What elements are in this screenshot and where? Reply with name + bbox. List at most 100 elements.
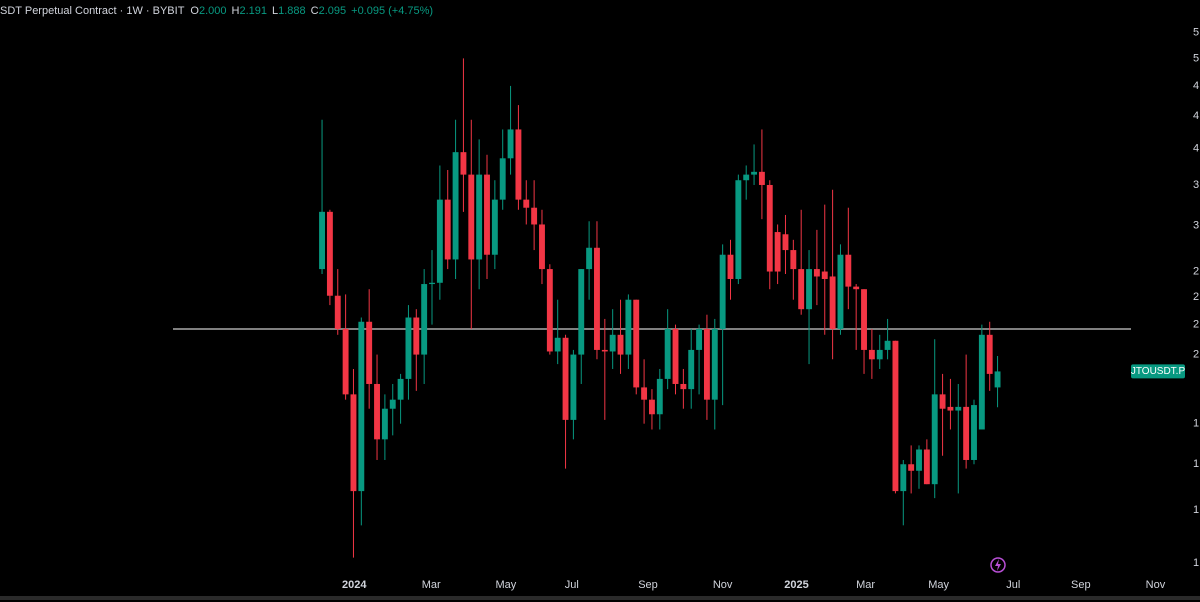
candle-body (586, 247, 593, 270)
candle-body (334, 295, 341, 329)
candle-body (703, 328, 710, 400)
candle-body (452, 152, 459, 260)
candle-body (986, 334, 993, 374)
candle-body (735, 180, 742, 279)
x-tick-label: Jul (565, 579, 579, 591)
candle-body (971, 405, 977, 460)
y-tick-label: 2 (1193, 319, 1199, 331)
candle-body (617, 334, 624, 355)
candle-body (319, 211, 325, 270)
candle-body (727, 254, 734, 279)
candle-body (578, 269, 585, 355)
candle-body (876, 349, 883, 360)
candle-body (358, 321, 365, 492)
candle-body (484, 174, 490, 255)
ohlc-value: 1.888 (278, 5, 306, 17)
candle-body (633, 299, 640, 388)
y-tick-label: 3 (1193, 179, 1199, 191)
y-tick-label: 2 (1193, 291, 1199, 303)
candle-body (813, 269, 820, 277)
candle-body (546, 269, 553, 352)
candle-body (554, 337, 561, 352)
y-tick-label: 1 (1193, 557, 1199, 569)
candle-body (641, 387, 648, 400)
candle-body (476, 174, 483, 260)
y-tick-label: 1 (1193, 504, 1199, 516)
candle-body (916, 449, 922, 471)
candle-body (947, 406, 954, 411)
candle-body (774, 232, 781, 272)
x-tick-label: 2024 (342, 579, 367, 591)
candle-body (837, 254, 844, 329)
candle-body (751, 171, 758, 175)
candle-body (342, 328, 349, 395)
y-tick-label: 1 (1193, 418, 1199, 430)
y-tick-label: 5 (1193, 27, 1199, 39)
x-tick-label: 2025 (784, 579, 808, 591)
candle-body (790, 250, 797, 270)
symbol-tag: JTOUSDT.P (1131, 366, 1186, 377)
ohlc-key: L (272, 5, 279, 17)
y-tick-label: 1 (1193, 458, 1199, 470)
legend-header: SDT Perpetual Contract · 1W · BYBIT O 2.0… (0, 5, 433, 17)
candle-body (625, 299, 632, 355)
x-tick-label: Mar (856, 579, 875, 591)
ohlc-value: 2.191 (239, 5, 267, 17)
candle-body (381, 408, 388, 440)
candle-body (861, 289, 867, 350)
ohlc-key: H (231, 5, 240, 17)
candle-body (374, 383, 380, 440)
candle-body (405, 317, 412, 379)
y-tick-label: 4 (1193, 143, 1199, 155)
alert-icon[interactable] (990, 557, 1006, 573)
x-tick-label: Nov (713, 579, 733, 591)
candle-body (523, 199, 530, 208)
candle-body (429, 282, 435, 285)
candle-body (868, 349, 875, 360)
price-tag-box (1131, 364, 1185, 379)
candle-body (892, 340, 899, 492)
candle-body (444, 199, 451, 260)
candle-body (594, 247, 600, 350)
ohlc-key: C (310, 5, 319, 17)
candle-body (782, 234, 789, 251)
candle-body (397, 378, 404, 400)
candle-body (939, 394, 946, 409)
y-tick-label: 5 (1193, 52, 1199, 64)
candle-body (963, 406, 970, 460)
x-tick-label: Jul (1006, 579, 1020, 591)
x-tick-label: Sep (638, 579, 658, 591)
candle-body (609, 334, 616, 352)
x-tick-label: May (928, 579, 949, 591)
candle-body (719, 254, 726, 329)
candle-body (366, 321, 373, 384)
candle-body (696, 328, 703, 350)
candle-body (499, 158, 506, 200)
candle-body (829, 276, 836, 329)
x-tick-label: May (495, 579, 516, 591)
candle-body (853, 286, 860, 290)
candle-body (656, 378, 663, 415)
ohlc-value: 2.095 (318, 5, 347, 17)
candle-body (806, 269, 812, 310)
candle-body (326, 211, 333, 296)
candle-body (900, 464, 907, 492)
candle-body (672, 328, 679, 384)
candle-body (688, 349, 695, 390)
ohlc-key: O (190, 5, 199, 17)
candle-body (507, 129, 514, 159)
candle-body (562, 337, 569, 420)
candle-body (931, 394, 938, 485)
candle-body (570, 354, 577, 420)
candle-body (798, 269, 805, 310)
x-tick-label: Mar (422, 579, 441, 591)
candle-body (711, 328, 718, 400)
candle-body (978, 334, 985, 430)
candle-body (680, 383, 687, 390)
candle-body (436, 199, 443, 283)
candle-body (350, 394, 357, 492)
candle-body (389, 399, 396, 409)
x-tick-label: Nov (1146, 579, 1166, 591)
